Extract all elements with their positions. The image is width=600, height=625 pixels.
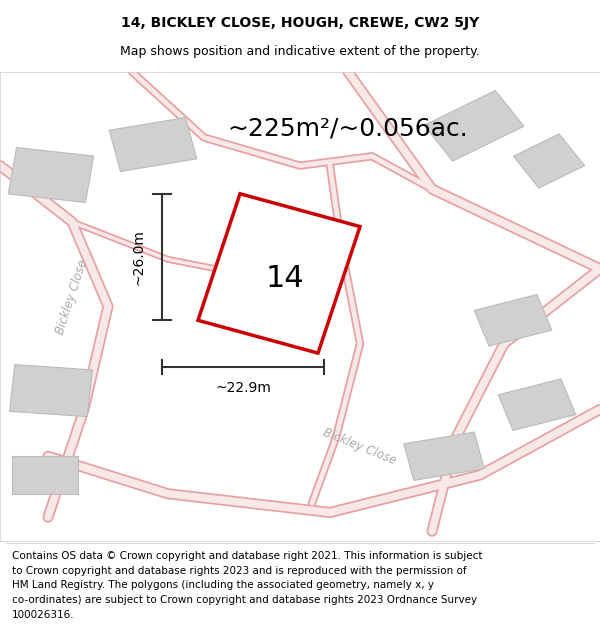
Text: ~26.0m: ~26.0m <box>131 229 145 285</box>
Polygon shape <box>404 432 484 481</box>
Text: Contains OS data © Crown copyright and database right 2021. This information is : Contains OS data © Crown copyright and d… <box>12 551 482 561</box>
Text: to Crown copyright and database rights 2023 and is reproduced with the permissio: to Crown copyright and database rights 2… <box>12 566 467 576</box>
Text: co-ordinates) are subject to Crown copyright and database rights 2023 Ordnance S: co-ordinates) are subject to Crown copyr… <box>12 595 477 605</box>
Text: 14: 14 <box>266 264 304 292</box>
Polygon shape <box>474 294 552 346</box>
Polygon shape <box>514 134 584 188</box>
Text: Map shows position and indicative extent of the property.: Map shows position and indicative extent… <box>120 44 480 58</box>
Polygon shape <box>109 118 197 171</box>
Polygon shape <box>198 194 360 353</box>
Text: Bickley Close: Bickley Close <box>54 258 90 336</box>
Text: HM Land Registry. The polygons (including the associated geometry, namely x, y: HM Land Registry. The polygons (includin… <box>12 580 434 590</box>
Text: ~225m²/~0.056ac.: ~225m²/~0.056ac. <box>227 116 469 140</box>
Polygon shape <box>424 91 524 161</box>
Text: ~22.9m: ~22.9m <box>215 381 271 395</box>
Text: Bickley Close: Bickley Close <box>322 426 398 468</box>
Polygon shape <box>498 379 576 431</box>
Polygon shape <box>220 246 320 315</box>
Polygon shape <box>10 364 92 417</box>
Polygon shape <box>12 456 78 494</box>
Text: 14, BICKLEY CLOSE, HOUGH, CREWE, CW2 5JY: 14, BICKLEY CLOSE, HOUGH, CREWE, CW2 5JY <box>121 16 479 30</box>
Text: 100026316.: 100026316. <box>12 610 74 620</box>
Polygon shape <box>8 148 94 202</box>
